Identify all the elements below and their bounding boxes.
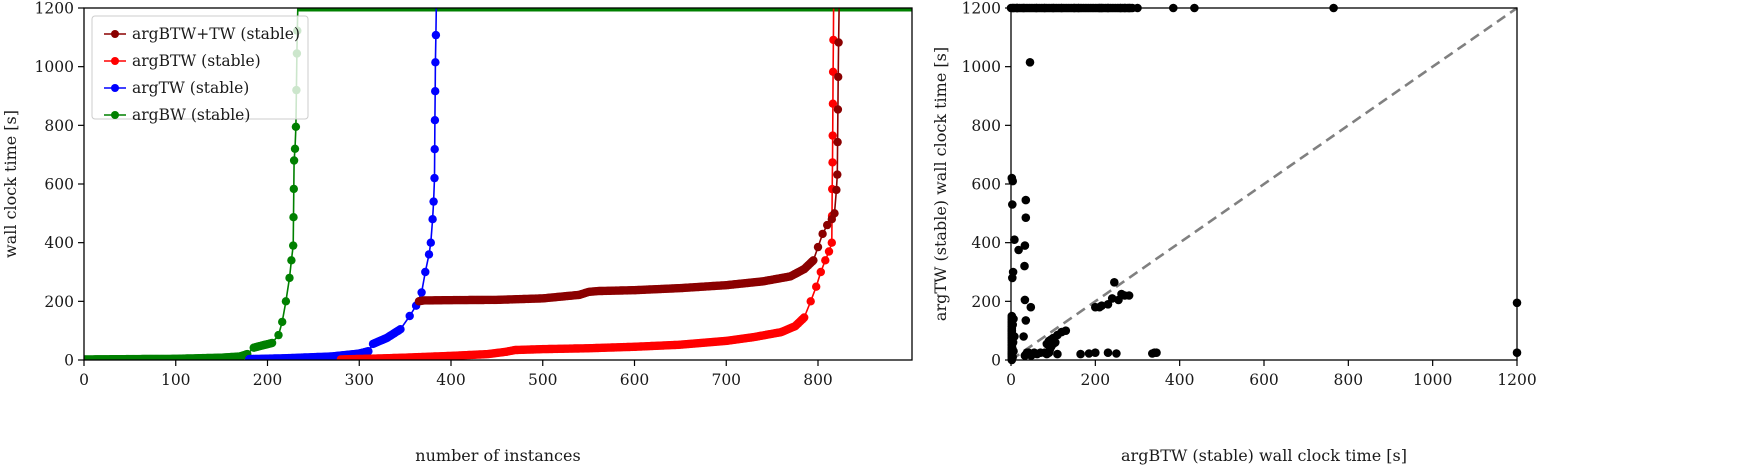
legend-item-argbtw: argBTW (stable) — [104, 52, 261, 70]
scatter-point — [1124, 291, 1134, 300]
legend-label: argBTW (stable) — [132, 52, 261, 70]
left-chart: 0 100 200 300 400 500 600 700 800 0 200 400 600 800 1… — [1, 0, 913, 465]
left-x-axis-label: number of instances — [415, 446, 580, 465]
x-tick-label: 400 — [436, 371, 466, 389]
left-y-axis-label: wall clock time [s] — [1, 110, 20, 258]
scatter-point — [1103, 348, 1113, 358]
scatter-point — [1008, 200, 1017, 209]
y-tick-label: 800 — [971, 117, 1001, 135]
x-tick-label: 800 — [1334, 371, 1364, 389]
y-tick-label: 0 — [991, 352, 1001, 370]
x-tick-label: 600 — [620, 371, 650, 389]
scatter-point — [1051, 338, 1060, 347]
x-tick-label: 100 — [161, 371, 191, 389]
right-x-axis-label: argBTW (stable) wall clock time [s] — [1121, 446, 1407, 465]
x-tick-label: 300 — [344, 371, 374, 389]
scatter-point — [1021, 195, 1031, 205]
x-tick-label: 800 — [803, 371, 833, 389]
scatter-point — [1014, 245, 1023, 255]
scatter-point — [1091, 348, 1100, 358]
scatter-point — [1076, 349, 1085, 359]
x-tick-label: 600 — [1249, 371, 1279, 389]
legend: argBTW+TW (stable) argBTW (stable) argTW… — [91, 15, 309, 124]
legend-item-argbtw-tw: argBTW+TW (stable) — [104, 25, 300, 43]
x-tick-label: 500 — [528, 371, 558, 389]
x-tick-label: 0 — [1006, 371, 1016, 389]
y-tick-label: 200 — [971, 293, 1001, 311]
y-tick-label: 200 — [44, 293, 74, 311]
scatter-point — [1010, 235, 1019, 244]
legend-label: argTW (stable) — [132, 79, 249, 97]
series-argbtw-stable- — [336, 8, 838, 360]
scatter-point — [1110, 278, 1119, 287]
y-tick-label: 600 — [44, 176, 74, 194]
x-tick-label: 200 — [1081, 371, 1111, 389]
left-y-axis: 0 200 400 600 800 1000 1200 — [35, 0, 84, 370]
diagonal-reference-line — [1010, 6, 1518, 362]
y-tick-label: 600 — [971, 176, 1001, 194]
left-x-axis: 0 100 200 300 400 500 600 700 800 — [79, 360, 833, 389]
right-y-axis: 0 200 400 600 800 1000 1200 — [962, 0, 1011, 370]
y-tick-label: 1200 — [35, 0, 74, 18]
scatter-point — [1026, 302, 1036, 312]
legend-marker-icon — [111, 111, 119, 119]
scatter-point — [1020, 261, 1029, 271]
y-tick-label: 400 — [44, 234, 74, 252]
legend-item-argtw: argTW (stable) — [104, 79, 249, 97]
y-tick-label: 1200 — [962, 0, 1001, 18]
right-chart: 0 200 400 600 800 1000 1200 0 200 400 600 800 1000 1… — [931, 0, 1537, 465]
legend-item-argbw: argBW (stable) — [104, 106, 250, 124]
scatter-point — [1084, 349, 1094, 358]
scatter-point — [1025, 58, 1035, 67]
legend-box — [91, 15, 309, 120]
y-tick-label: 400 — [971, 234, 1001, 252]
x-tick-label: 700 — [711, 371, 741, 389]
scatter-point — [1061, 326, 1071, 336]
scatter-point — [1020, 241, 1030, 250]
y-tick-label: 0 — [64, 352, 74, 370]
scatter-point — [1021, 316, 1031, 325]
legend-label: argBW (stable) — [132, 106, 250, 124]
x-tick-label: 1000 — [1413, 371, 1452, 389]
scatter-point — [1112, 349, 1121, 358]
scatter-point — [1008, 273, 1017, 283]
series-argbtw-tw-stable- — [414, 8, 843, 306]
y-tick-label: 1000 — [962, 58, 1001, 76]
x-tick-label: 200 — [253, 371, 283, 389]
scatter-point — [1020, 295, 1030, 305]
right-chart-points — [1006, 3, 1522, 365]
scatter-point — [1019, 332, 1028, 341]
series-argbw-stable- — [84, 8, 912, 360]
x-tick-label: 1200 — [1497, 371, 1536, 389]
right-x-axis: 0 200 400 600 800 1000 1200 — [1006, 360, 1537, 389]
y-tick-label: 800 — [44, 117, 74, 135]
x-tick-label: 0 — [79, 371, 89, 389]
y-tick-label: 1000 — [35, 58, 74, 76]
legend-marker-icon — [111, 84, 119, 92]
legend-label: argBTW+TW (stable) — [132, 25, 300, 43]
legend-marker-icon — [111, 30, 119, 38]
legend-marker-icon — [111, 57, 119, 65]
scatter-point — [1021, 213, 1031, 222]
right-y-axis-label: argTW (stable) wall clock time [s] — [931, 47, 950, 321]
scatter-point — [1053, 349, 1062, 359]
left-chart-series — [84, 8, 912, 360]
scatter-point — [1152, 348, 1161, 358]
x-tick-label: 400 — [1165, 371, 1195, 389]
